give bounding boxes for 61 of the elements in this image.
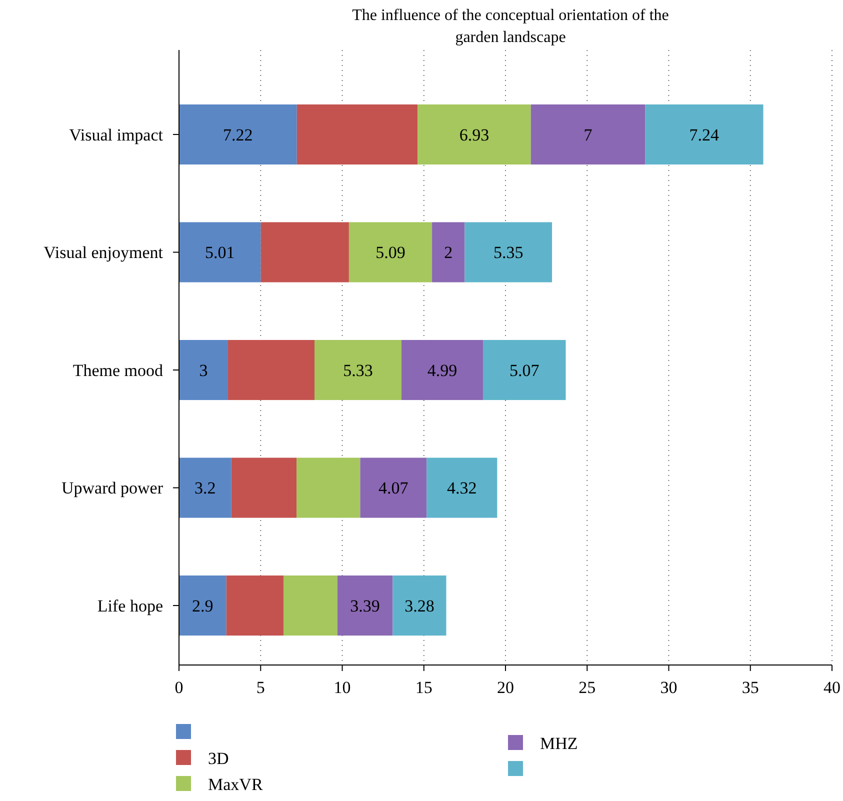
bar [426, 458, 498, 518]
bar [418, 104, 531, 164]
bar [402, 340, 483, 400]
bar [179, 458, 232, 518]
y-tick-label: Theme mood [72, 360, 164, 380]
legend-label: 3D [208, 748, 229, 768]
data-label: 7 [584, 125, 593, 144]
x-tick-label: 15 [415, 678, 432, 697]
bar [179, 576, 226, 636]
x-tick-label: 10 [334, 678, 351, 697]
data-label: 4.07 [378, 478, 409, 498]
bar [231, 458, 297, 518]
data-label: 4.32 [447, 478, 477, 498]
bar [179, 222, 261, 282]
bar [179, 104, 297, 164]
data-label: 7.24 [689, 125, 720, 144]
x-tick-label: 30 [660, 678, 678, 697]
data-label: 4.99 [427, 360, 458, 380]
data-label: 5.01 [205, 243, 235, 262]
bar [228, 340, 314, 400]
data-label: 5.07 [509, 360, 540, 380]
data-label: 3.39 [350, 596, 380, 616]
bar [645, 104, 764, 164]
x-tick-label: 25 [578, 678, 596, 697]
bar [360, 458, 427, 518]
bar [296, 458, 360, 518]
bar [283, 576, 338, 636]
bar [348, 222, 432, 282]
bar [464, 222, 552, 282]
data-label: 2.9 [192, 596, 214, 616]
data-label: 5.33 [343, 360, 373, 380]
x-tick-label: 20 [497, 678, 514, 697]
bar [482, 340, 566, 400]
bar [260, 222, 349, 282]
legend-label: MHZ [540, 734, 578, 753]
data-label: 2 [444, 243, 453, 262]
y-tick-label: Life hope [97, 596, 163, 616]
bar [530, 104, 646, 164]
data-label: 6.93 [459, 125, 490, 144]
bar [296, 104, 418, 164]
bar [432, 222, 465, 282]
y-tick-label: Upward power [62, 478, 164, 498]
x-tick-label: 40 [824, 678, 840, 697]
x-tick-label: 35 [742, 678, 759, 697]
x-tick-label: 0 [174, 678, 184, 697]
data-label: 7.22 [223, 125, 253, 144]
data-label: 3.28 [404, 596, 434, 616]
bar [314, 340, 402, 400]
y-tick-label: Visual impact [69, 125, 164, 144]
bar [392, 576, 446, 636]
data-label: 5.35 [493, 243, 524, 262]
bar [226, 576, 284, 636]
x-tick-label: 5 [256, 678, 265, 697]
bar [179, 340, 228, 400]
data-label: 5.09 [376, 243, 406, 262]
chart-title: The influence of the conceptual orientation of the garden landscape [352, 7, 669, 46]
data-label: 3 [199, 360, 208, 380]
y-tick-label: Visual enjoyment [44, 243, 164, 262]
bar [337, 576, 393, 636]
legend-label: MaxVR [208, 774, 264, 794]
data-label: 3.2 [194, 478, 216, 498]
